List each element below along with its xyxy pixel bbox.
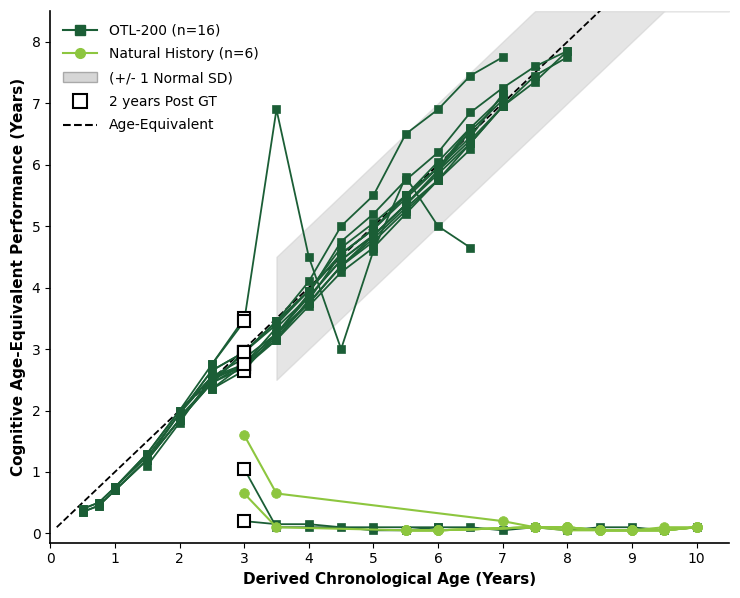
Legend: OTL-200 (n=16), Natural History (n=6), (+/- 1 Normal SD), 2 years Post GT, Age-E: OTL-200 (n=16), Natural History (n=6), (…: [57, 18, 264, 138]
Y-axis label: Cognitive Age-Equivalent Performance (Years): Cognitive Age-Equivalent Performance (Ye…: [11, 78, 26, 476]
X-axis label: Derived Chronological Age (Years): Derived Chronological Age (Years): [243, 572, 536, 587]
